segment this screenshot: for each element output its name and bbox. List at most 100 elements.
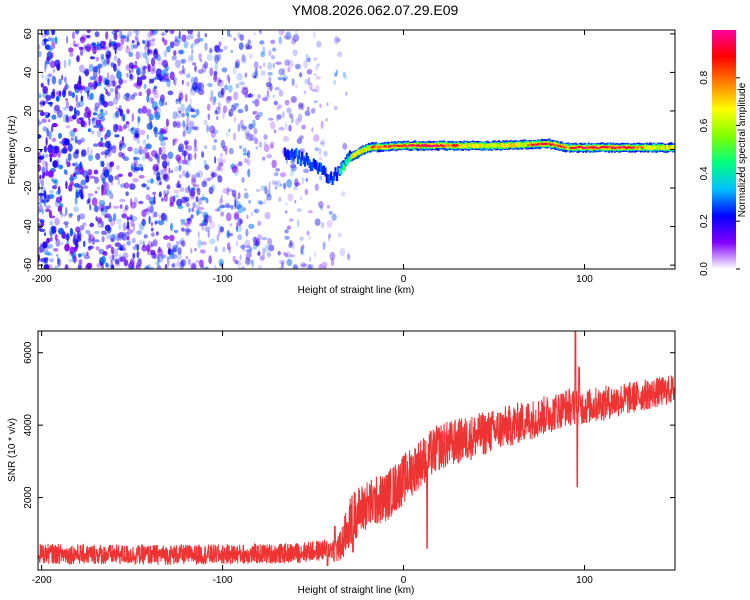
- noise-speckle: [172, 139, 175, 147]
- ridge-cell: [445, 144, 449, 149]
- noise-speckle: [320, 205, 323, 211]
- ridge-cell: [466, 143, 469, 148]
- noise-speckle: [62, 106, 68, 111]
- noise-speckle: [41, 174, 45, 179]
- noise-speckle: [318, 147, 322, 156]
- noise-speckle: [161, 197, 164, 202]
- noise-speckle: [146, 179, 150, 184]
- noise-speckle: [301, 244, 305, 249]
- noise-speckle: [99, 124, 104, 132]
- noise-speckle: [47, 264, 53, 269]
- ridge-cell: [645, 145, 648, 150]
- noise-speckle: [169, 41, 175, 49]
- noise-speckle: [172, 247, 177, 253]
- noise-speckle: [181, 58, 187, 64]
- noise-speckle: [206, 124, 210, 133]
- noise-speckle: [136, 230, 143, 235]
- noise-speckle: [92, 112, 98, 116]
- noise-speckle: [240, 244, 245, 250]
- noise-speckle: [94, 230, 100, 235]
- noise-speckle: [134, 133, 140, 138]
- ridge-cell: [493, 143, 496, 148]
- noise-speckle: [158, 191, 162, 198]
- noise-speckle: [284, 59, 290, 66]
- ridge-cell: [554, 142, 557, 147]
- ridge-cell: [593, 146, 596, 149]
- noise-speckle: [283, 251, 286, 256]
- noise-speckle: [52, 68, 56, 73]
- noise-speckle: [305, 57, 311, 62]
- ridge-cell: [458, 144, 462, 148]
- noise-speckle: [290, 96, 297, 103]
- colorbar-tick-label: 0.2: [699, 214, 710, 228]
- noise-speckle: [218, 79, 223, 83]
- noise-speckle: [174, 194, 179, 198]
- noise-speckle: [146, 134, 149, 140]
- noise-speckle: [289, 254, 295, 258]
- noise-speckle: [195, 172, 201, 178]
- noise-speckle: [72, 162, 76, 167]
- noise-speckle: [94, 106, 99, 112]
- noise-speckle: [232, 132, 237, 141]
- noise-speckle: [51, 185, 58, 190]
- noise-speckle: [51, 114, 57, 120]
- ridge-cell: [430, 145, 433, 148]
- noise-speckle: [51, 75, 57, 85]
- noise-speckle: [56, 253, 59, 257]
- noise-speckle: [82, 240, 86, 248]
- noise-speckle: [180, 59, 184, 64]
- noise-speckle: [91, 237, 96, 245]
- noise-speckle: [243, 126, 248, 130]
- noise-speckle: [225, 96, 231, 104]
- noise-speckle: [209, 238, 216, 245]
- noise-speckle: [95, 246, 100, 251]
- noise-speckle: [217, 157, 224, 164]
- noise-speckle: [149, 30, 155, 35]
- ridge-cell: [453, 144, 456, 146]
- noise-speckle: [190, 33, 194, 40]
- ridge-cell: [639, 146, 643, 148]
- noise-speckle: [156, 265, 162, 269]
- noise-speckle: [185, 227, 190, 237]
- noise-speckle: [235, 83, 240, 89]
- ridge-cell: [432, 144, 436, 147]
- noise-speckle: [289, 218, 294, 222]
- noise-speckle: [187, 153, 191, 162]
- noise-speckle: [238, 145, 243, 149]
- noise-speckle: [64, 243, 70, 252]
- ridge-cell: [357, 150, 360, 155]
- noise-speckle: [184, 196, 190, 202]
- noise-speckle: [197, 210, 203, 215]
- noise-speckle: [95, 56, 100, 62]
- noise-speckle: [199, 259, 204, 269]
- noise-speckle: [78, 253, 82, 258]
- noise-speckle: [253, 61, 259, 70]
- noise-speckle: [122, 222, 127, 232]
- noise-speckle: [206, 82, 213, 87]
- noise-speckle: [293, 265, 299, 269]
- noise-speckle: [235, 201, 242, 210]
- noise-speckle: [274, 186, 277, 190]
- noise-speckle: [71, 48, 74, 53]
- noise-speckle: [273, 129, 277, 134]
- noise-speckle: [280, 150, 285, 155]
- noise-speckle: [273, 172, 279, 177]
- noise-speckle: [54, 145, 60, 154]
- noise-speckle: [300, 196, 303, 201]
- noise-speckle: [173, 39, 180, 47]
- noise-speckle: [151, 38, 156, 42]
- noise-speckle: [219, 226, 224, 233]
- noise-speckle: [146, 264, 151, 269]
- noise-speckle: [166, 265, 169, 269]
- ridge-cell: [383, 145, 386, 148]
- noise-speckle: [154, 111, 161, 121]
- noise-speckle: [169, 234, 175, 242]
- noise-speckle: [120, 115, 125, 122]
- noise-speckle: [263, 134, 268, 140]
- noise-speckle: [145, 143, 152, 150]
- noise-speckle: [270, 144, 274, 149]
- noise-speckle: [99, 116, 106, 122]
- x-tick-label: -200: [32, 274, 52, 285]
- ridge-cell: [415, 144, 418, 147]
- noise-speckle: [169, 30, 175, 35]
